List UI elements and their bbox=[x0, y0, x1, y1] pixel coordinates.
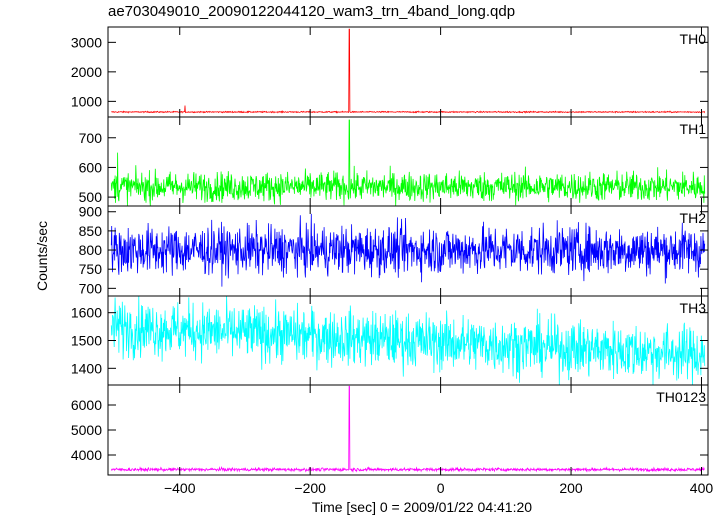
series-line-th1 bbox=[110, 119, 706, 207]
y-tick-label: 2000 bbox=[71, 64, 102, 80]
x-tick-label: 0 bbox=[437, 480, 445, 496]
panel-label-th2: TH2 bbox=[680, 210, 707, 226]
y-tick-label: 750 bbox=[79, 261, 103, 277]
y-tick-label: 700 bbox=[79, 280, 103, 296]
x-tick-label: −200 bbox=[294, 480, 326, 496]
y-tick-label: 5000 bbox=[71, 422, 102, 438]
series-line-th3 bbox=[110, 295, 706, 386]
panel-frame-th0 bbox=[107, 26, 709, 118]
y-tick-label: 1600 bbox=[71, 305, 102, 321]
y-axis-label: Counts/sec bbox=[34, 221, 50, 291]
y-tick-label: 600 bbox=[79, 159, 103, 175]
y-tick-label: 850 bbox=[79, 223, 103, 239]
y-tick-label: 6000 bbox=[71, 397, 102, 413]
x-tick-label: −400 bbox=[164, 480, 196, 496]
y-tick-label: 4000 bbox=[71, 447, 102, 463]
y-tick-label: 1400 bbox=[71, 360, 102, 376]
panel-label-th0: TH0 bbox=[680, 31, 707, 47]
y-tick-label: 500 bbox=[79, 189, 103, 205]
series-line-th2 bbox=[110, 213, 706, 287]
series-line-th0123 bbox=[110, 385, 705, 473]
series-line-th0 bbox=[111, 28, 706, 114]
file-title: ae703049010_20090122044120_wam3_trn_4ban… bbox=[108, 3, 516, 20]
panel-label-th1: TH1 bbox=[680, 121, 707, 137]
y-tick-label: 900 bbox=[79, 204, 103, 220]
panel-label-th0123: TH0123 bbox=[656, 389, 706, 405]
x-axis-label: Time [sec] 0 = 2009/01/22 04:41:20 bbox=[312, 499, 532, 515]
panel-label-th3: TH3 bbox=[680, 300, 707, 316]
panel-frame-th0123 bbox=[107, 384, 709, 476]
y-tick-label: 800 bbox=[79, 242, 103, 258]
x-tick-label: 200 bbox=[559, 480, 583, 496]
y-tick-label: 700 bbox=[79, 130, 103, 146]
x-tick-label: 400 bbox=[690, 480, 714, 496]
y-tick-label: 1500 bbox=[71, 333, 102, 349]
y-tick-label: 1000 bbox=[71, 93, 102, 109]
y-tick-label: 3000 bbox=[71, 34, 102, 50]
